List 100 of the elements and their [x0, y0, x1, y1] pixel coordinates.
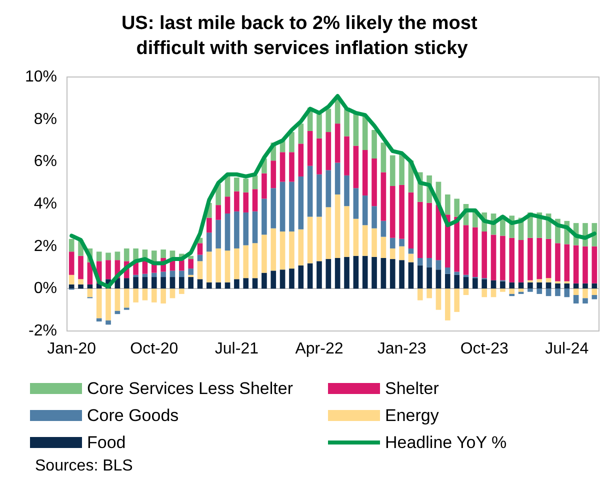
bar — [289, 152, 294, 182]
legend-label: Core Goods — [87, 406, 179, 425]
bar — [362, 196, 368, 226]
bar — [528, 238, 533, 280]
bar — [555, 243, 560, 282]
bar — [289, 132, 294, 152]
bar — [326, 207, 332, 260]
bar — [536, 238, 542, 280]
bar — [142, 277, 148, 289]
bar — [289, 232, 294, 269]
bar — [472, 278, 478, 289]
bar — [106, 288, 111, 320]
bar — [234, 279, 240, 289]
bar — [114, 252, 120, 260]
bar — [454, 198, 460, 217]
bar — [262, 272, 267, 289]
bar — [298, 229, 304, 266]
bar — [334, 194, 340, 258]
bar — [390, 186, 396, 238]
bar — [298, 144, 304, 176]
bar — [408, 192, 414, 248]
bar — [178, 260, 184, 271]
legend-label: Headline YoY % — [385, 433, 507, 452]
bar — [206, 218, 212, 233]
bar — [298, 265, 304, 289]
bar — [426, 258, 432, 268]
bar — [160, 277, 166, 289]
bar — [372, 228, 377, 257]
bar — [188, 259, 194, 269]
bar — [399, 246, 404, 260]
bar — [280, 182, 286, 232]
bar — [106, 260, 111, 280]
bar — [280, 152, 286, 182]
bar — [380, 172, 386, 221]
bar — [334, 162, 340, 194]
bar — [151, 272, 157, 278]
bar — [307, 216, 313, 264]
bar — [234, 178, 240, 192]
bar — [234, 211, 240, 248]
bar — [252, 278, 258, 289]
bar — [408, 262, 414, 289]
bar — [262, 198, 267, 235]
bar — [160, 288, 166, 304]
bar — [78, 284, 84, 289]
x-tick-label: Jan-20 — [47, 340, 96, 358]
bar — [555, 288, 560, 296]
x-tick-label: Oct-20 — [130, 340, 178, 358]
bar — [353, 256, 359, 289]
bar — [326, 170, 332, 208]
bar — [243, 245, 249, 278]
bar — [444, 288, 450, 320]
bar — [518, 240, 524, 282]
bar — [114, 288, 120, 311]
bar — [417, 202, 423, 258]
bar — [362, 116, 368, 150]
bar — [289, 182, 294, 232]
bar — [417, 258, 423, 266]
bar — [509, 238, 515, 282]
bar — [96, 252, 102, 262]
legend-label: Core Services Less Shelter — [87, 379, 294, 398]
bar — [252, 211, 258, 244]
bar — [243, 278, 249, 289]
bar — [151, 250, 157, 262]
bar — [444, 274, 450, 289]
bar — [353, 218, 359, 256]
bar — [592, 246, 598, 284]
bar — [280, 270, 286, 289]
bar — [454, 216, 460, 272]
bar — [197, 243, 203, 255]
bar — [307, 130, 313, 166]
bar — [270, 270, 276, 289]
legend-label: Energy — [385, 406, 440, 425]
bar — [490, 280, 496, 289]
bar — [142, 288, 148, 300]
x-tick-label: Jul-21 — [214, 340, 259, 358]
bar — [564, 244, 570, 282]
bar — [252, 243, 258, 278]
bar — [316, 114, 322, 138]
bar — [298, 176, 304, 230]
bar — [536, 288, 542, 294]
bar — [344, 108, 350, 136]
bar — [188, 268, 194, 275]
bar — [509, 288, 515, 294]
bar — [188, 277, 194, 289]
bar — [216, 248, 222, 282]
x-tick-label: Jul-24 — [545, 340, 589, 358]
y-tick-label: 6% — [34, 153, 57, 170]
bar — [372, 158, 377, 206]
bar — [96, 288, 102, 318]
bar — [482, 279, 488, 289]
bar — [490, 288, 496, 298]
bar — [270, 160, 276, 188]
bar — [380, 258, 386, 289]
bar — [151, 288, 157, 302]
bar — [399, 154, 404, 185]
legend-label: Shelter — [385, 379, 440, 398]
bar — [289, 268, 294, 289]
legend-label: Food — [87, 433, 126, 452]
bar — [500, 281, 506, 289]
bar — [555, 283, 560, 289]
